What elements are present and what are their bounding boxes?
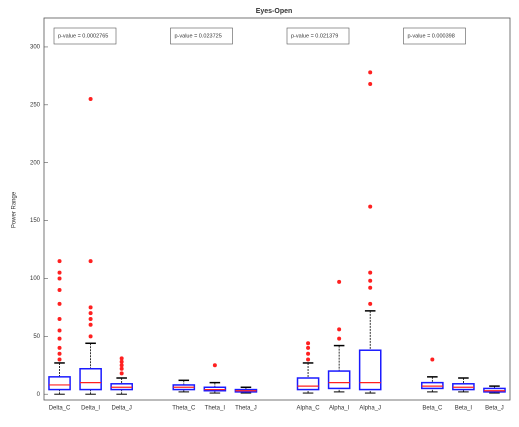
x-tick-label: Alpha_I	[329, 406, 350, 412]
outlier	[88, 316, 93, 321]
outlier	[368, 81, 373, 86]
x-tick-label: Theta_J	[235, 406, 257, 412]
outlier	[57, 316, 62, 321]
box	[79, 367, 102, 391]
x-tick-label: Beta_C	[422, 406, 443, 412]
annotation-box	[286, 27, 350, 45]
box	[48, 376, 71, 391]
x-tick-label: Theta_I	[205, 406, 226, 412]
outlier	[88, 97, 93, 102]
outlier	[306, 357, 311, 362]
y-tick-label: 100	[30, 276, 41, 282]
annotation: p-value = 0.0002765	[58, 33, 108, 39]
x-tick-label: Alpha_J	[359, 406, 381, 412]
outlier	[337, 336, 342, 341]
outlier	[368, 301, 373, 306]
outlier	[368, 70, 373, 75]
x-tick-label: Theta_C	[172, 406, 196, 412]
outlier	[57, 270, 62, 275]
x-tick-label: Delta_I	[81, 406, 100, 412]
outlier	[57, 336, 62, 341]
outlier	[337, 327, 342, 332]
outlier	[337, 279, 342, 284]
outlier	[88, 259, 93, 264]
outlier	[57, 259, 62, 264]
annotation: p-value = 0.000398	[408, 33, 455, 39]
box	[296, 377, 320, 391]
x-tick-label: Delta_J	[111, 406, 131, 412]
annotation: p-value = 0.023725	[175, 33, 222, 39]
x-tick-label: Delta_C	[49, 406, 71, 412]
y-tick-label: 200	[30, 160, 41, 166]
outlier	[306, 351, 311, 356]
outlier	[368, 285, 373, 290]
annotation-box	[170, 27, 233, 45]
outlier	[368, 270, 373, 275]
outlier	[57, 288, 62, 293]
y-tick-label: 300	[30, 45, 41, 51]
outlier	[212, 363, 217, 368]
plot-frame	[43, 17, 511, 401]
outlier	[306, 345, 311, 350]
outlier	[57, 351, 62, 356]
x-tick-label: Beta_J	[485, 406, 504, 412]
outlier	[57, 345, 62, 350]
outlier	[88, 322, 93, 327]
chart-title: Eyes-Open	[256, 8, 293, 15]
annotation: p-value = 0.021379	[291, 33, 338, 39]
x-tick-label: Alpha_C	[297, 406, 321, 412]
outlier	[88, 311, 93, 316]
outlier	[57, 301, 62, 306]
outlier	[57, 328, 62, 333]
annotation-box	[403, 27, 466, 45]
box	[358, 349, 382, 391]
outlier	[88, 334, 93, 339]
outlier	[368, 278, 373, 283]
outlier	[57, 357, 62, 362]
y-tick-label: 250	[30, 102, 41, 108]
outlier	[368, 204, 373, 209]
y-tick-label: 50	[33, 334, 40, 340]
y-axis-label: Power Range	[12, 191, 18, 228]
outlier	[119, 359, 124, 364]
outlier	[119, 363, 124, 368]
outlier	[119, 371, 124, 376]
outlier	[119, 356, 124, 361]
outlier	[306, 341, 311, 346]
outlier	[119, 366, 124, 371]
outlier	[57, 276, 62, 281]
box	[327, 370, 351, 390]
x-tick-label: Beta_I	[455, 406, 473, 412]
y-tick-label: 0	[37, 392, 41, 398]
outlier	[88, 305, 93, 310]
y-tick-label: 150	[30, 218, 41, 224]
outlier	[430, 357, 435, 362]
annotation-box	[53, 27, 117, 45]
